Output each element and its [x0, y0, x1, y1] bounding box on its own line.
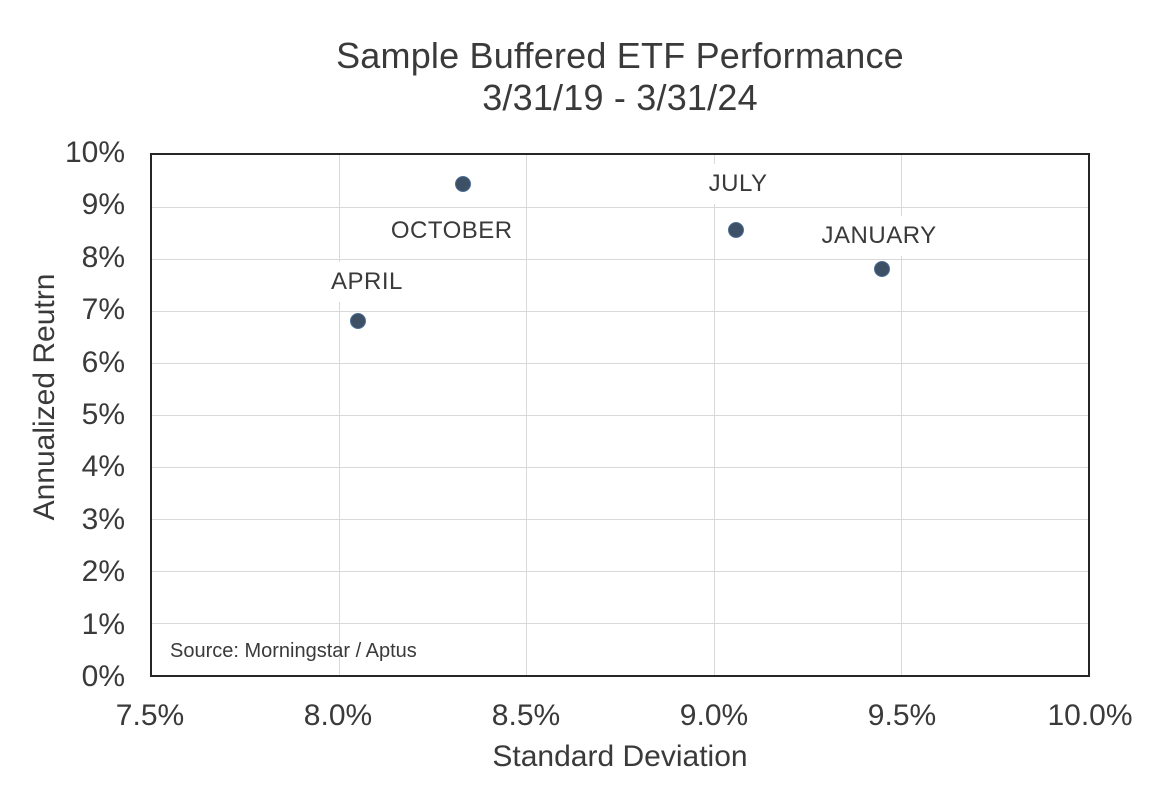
vertical-gridline: [339, 155, 341, 675]
x-tick-label: 7.5%: [115, 699, 185, 732]
y-tick-label: 0%: [81, 660, 125, 693]
horizontal-gridline: [152, 259, 1088, 260]
x-axis-ticks: 7.5% 8.0% 8.5% 9.0% 9.5% 10.0%: [116, 677, 1133, 732]
x-tick-label: 9.5%: [867, 699, 937, 732]
y-tick-label: 1%: [81, 607, 125, 641]
horizontal-gridline: [152, 519, 1088, 520]
data-point-october: [454, 175, 471, 192]
horizontal-gridline: [152, 207, 1088, 208]
point-label-january: JANUARY: [812, 216, 946, 257]
x-tick-label: 8.5%: [491, 699, 561, 732]
data-point-july: [728, 222, 745, 239]
horizontal-gridline: [152, 415, 1088, 416]
y-tick-label: 3%: [81, 502, 125, 536]
x-tick-label: 9.0%: [679, 699, 749, 732]
y-tick-label: 6%: [81, 345, 125, 379]
data-point-january: [874, 261, 891, 278]
x-tick-label: 8.0%: [303, 699, 373, 732]
point-label-july: JULY: [699, 164, 777, 205]
title-block: Sample Buffered ETF Performance 3/31/19 …: [150, 35, 1090, 119]
vertical-gridline: [526, 155, 528, 675]
y-tick-label: 10%: [64, 136, 125, 169]
point-label-april: APRIL: [321, 262, 412, 303]
horizontal-gridline: [152, 571, 1088, 572]
horizontal-gridline: [152, 311, 1088, 312]
horizontal-gridline: [152, 363, 1088, 364]
vertical-gridline: [900, 155, 902, 675]
y-axis-ticks: 0% 1% 2% 3% 4% 5% 6% 7% 8% 9% 10%: [0, 136, 125, 693]
chart-title: Sample Buffered ETF Performance: [336, 35, 904, 76]
y-tick-label: 4%: [81, 450, 125, 484]
y-tick-label: 5%: [81, 398, 125, 431]
y-tick-label: 9%: [81, 188, 125, 222]
vertical-gridline: [713, 155, 715, 675]
horizontal-gridline: [152, 467, 1088, 468]
chart-subtitle: 3/31/19 - 3/31/24: [482, 77, 758, 118]
data-point-april: [349, 313, 366, 330]
x-axis-title: Standard Deviation: [492, 740, 748, 773]
y-tick-label: 8%: [81, 240, 125, 274]
horizontal-gridline: [152, 623, 1088, 624]
point-label-october: OCTOBER: [381, 210, 522, 251]
source-note: Source: Morningstar / Aptus: [170, 640, 417, 662]
y-tick-label: 2%: [81, 555, 125, 589]
y-tick-label: 7%: [81, 293, 125, 327]
x-tick-label: 10.0%: [1047, 699, 1133, 732]
plot-area: Source: Morningstar / Aptus APRIL OCTOBER…: [150, 153, 1090, 677]
